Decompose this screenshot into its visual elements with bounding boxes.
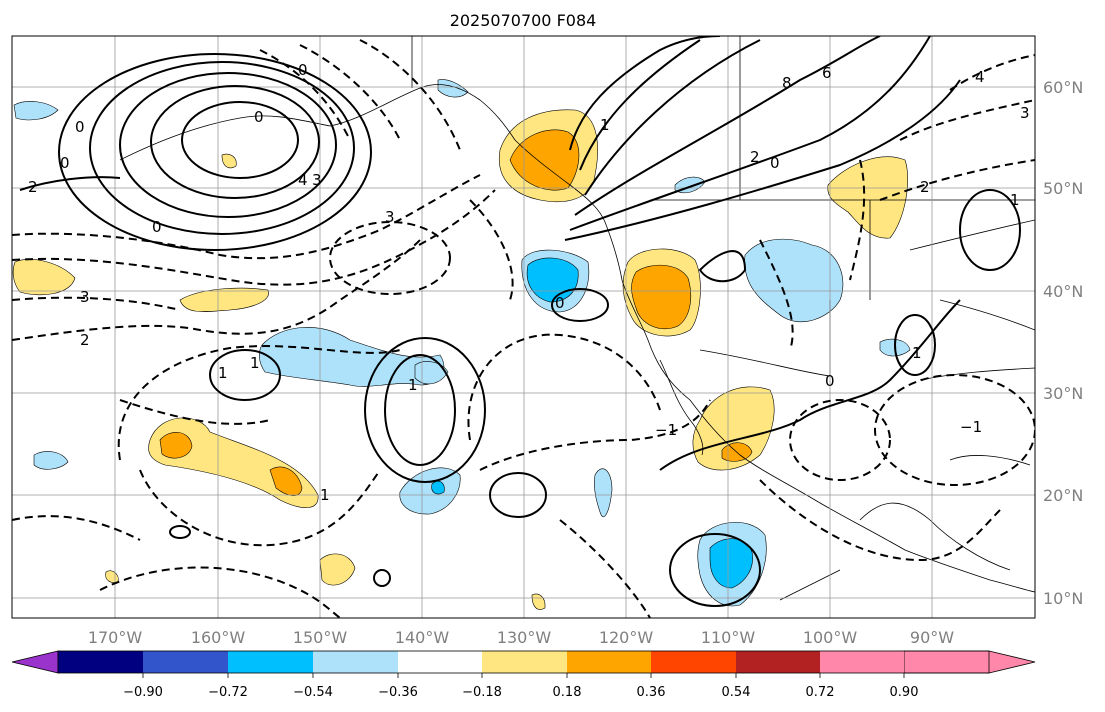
contour-label: 0 bbox=[825, 372, 835, 390]
gridlines bbox=[12, 36, 1035, 618]
negative-anomaly-area bbox=[13, 101, 59, 121]
lat-label: 40°N bbox=[1043, 282, 1083, 301]
lat-label: 30°N bbox=[1043, 384, 1083, 403]
colorbar-tick-label: −0.54 bbox=[293, 685, 333, 700]
lon-label: 130°W bbox=[497, 628, 552, 647]
contour-label: 1 bbox=[218, 364, 228, 382]
contour-label: 0 bbox=[152, 218, 162, 236]
contour-label: 2 bbox=[920, 178, 930, 196]
colorbar-bin bbox=[651, 651, 736, 673]
colorbar-extend-high bbox=[903, 650, 1036, 674]
negative-anomaly-core bbox=[431, 480, 445, 495]
negative-anomaly-area bbox=[744, 238, 844, 323]
contour-labels: 0 0 0 0 0 0 0 0 1 1 1 1 1 1 2 2 2 2 3 3 bbox=[28, 61, 1030, 504]
map-panel: 0 0 0 0 0 0 0 0 1 1 1 1 1 1 2 2 2 2 3 3 bbox=[11, 35, 1036, 619]
contour-label: 1 bbox=[320, 486, 330, 504]
positive-anomaly-area bbox=[12, 259, 76, 296]
negative-anomaly-area bbox=[594, 468, 613, 518]
colorbar-bin bbox=[228, 651, 313, 673]
colorbar-extend-low bbox=[11, 650, 59, 674]
lon-label: 140°W bbox=[395, 628, 450, 647]
colorbar-tick-label: −0.18 bbox=[462, 685, 502, 700]
colorbar-bin bbox=[820, 651, 904, 673]
colorbar-tick-label: 0.72 bbox=[806, 685, 835, 700]
negative-anomaly-core bbox=[709, 538, 753, 589]
contour-label: 1 bbox=[250, 354, 260, 372]
latitude-labels: 60°N 50°N 40°N 30°N 20°N 10°N bbox=[1043, 78, 1083, 608]
colorbar-bin bbox=[313, 651, 398, 673]
negative-anomaly-area bbox=[259, 326, 445, 387]
colorbar-bin bbox=[736, 651, 820, 673]
contour-label: 0 bbox=[75, 118, 85, 136]
contour-label: 6 bbox=[822, 64, 832, 82]
lon-label: 170°W bbox=[88, 628, 143, 647]
contour-label: 2 bbox=[80, 331, 90, 349]
lat-label: 60°N bbox=[1043, 78, 1083, 97]
map-title: 2025070700 F084 bbox=[450, 11, 597, 30]
contour-label: 4 bbox=[975, 68, 985, 86]
contour-label: 0 bbox=[254, 108, 264, 126]
negative-anomaly-area bbox=[399, 467, 461, 515]
lat-label: 20°N bbox=[1043, 486, 1083, 505]
contour-label: 4 bbox=[298, 171, 308, 189]
contour-label: −1 bbox=[655, 421, 677, 439]
contour-label: 1 bbox=[600, 116, 610, 134]
contour-label: 3 bbox=[385, 208, 395, 226]
contour-label: 0 bbox=[60, 154, 70, 172]
negative-anomaly-area bbox=[33, 451, 69, 470]
colorbar-bin bbox=[398, 651, 482, 673]
positive-anomaly-area bbox=[319, 553, 356, 586]
lat-label: 50°N bbox=[1043, 179, 1083, 198]
colorbar-tick-label: −0.72 bbox=[208, 685, 248, 700]
negative-anomaly-area bbox=[437, 79, 469, 98]
positive-anomaly-area bbox=[179, 287, 269, 312]
colorbar-tick-label: −0.90 bbox=[123, 685, 163, 700]
positive-anomaly-core bbox=[269, 466, 303, 496]
lon-label: 160°W bbox=[191, 628, 246, 647]
lon-label: 100°W bbox=[803, 628, 858, 647]
longitude-labels: 170°W 160°W 150°W 140°W 130°W 120°W 110°… bbox=[88, 628, 954, 647]
contour-label: 0 bbox=[770, 154, 780, 172]
colorbar-bin bbox=[567, 651, 651, 673]
colorbar-bin bbox=[143, 651, 228, 673]
colorbar-tick-label: 0.54 bbox=[722, 685, 751, 700]
positive-contours bbox=[19, 36, 1021, 607]
colorbar-tick-label: −0.36 bbox=[378, 685, 418, 700]
positive-anomaly-core bbox=[159, 432, 193, 459]
positive-anomaly-area bbox=[692, 386, 775, 471]
positive-anomaly-core bbox=[509, 129, 580, 191]
negative-contours bbox=[12, 39, 1035, 618]
positive-anomaly-area bbox=[827, 156, 908, 239]
contour-label: 3 bbox=[80, 288, 90, 306]
contour-label: 2 bbox=[28, 178, 38, 196]
contour-label: 1 bbox=[408, 376, 418, 394]
lat-label: 10°N bbox=[1043, 589, 1083, 608]
colorbar-tick-label: 0.90 bbox=[890, 685, 919, 700]
colorbar-bin bbox=[58, 651, 143, 673]
negative-anomaly-area bbox=[414, 361, 449, 385]
contour-label: 8 bbox=[782, 74, 792, 92]
contour-label: 2 bbox=[750, 148, 760, 166]
lon-label: 150°W bbox=[293, 628, 348, 647]
contour-label: 1 bbox=[1010, 191, 1020, 209]
positive-anomaly-area bbox=[221, 153, 237, 169]
contour-label: 0 bbox=[555, 294, 565, 312]
contour-label: 1 bbox=[912, 344, 922, 362]
contour-label: 0 bbox=[298, 61, 308, 79]
colorbar-bin bbox=[482, 651, 567, 673]
positive-anomaly-core bbox=[631, 264, 691, 330]
colorbar-tick-label: 0.36 bbox=[637, 685, 666, 700]
colorbar: −0.90 −0.72 −0.54 −0.36 −0.18 0.18 0.36 … bbox=[11, 650, 1036, 700]
lon-label: 110°W bbox=[701, 628, 756, 647]
lon-label: 120°W bbox=[599, 628, 654, 647]
colorbar-tick-label: 0.18 bbox=[553, 685, 582, 700]
contour-label: −1 bbox=[960, 418, 982, 436]
contour-label: 3 bbox=[1020, 104, 1030, 122]
contour-label: 3 bbox=[312, 171, 322, 189]
lon-label: 90°W bbox=[910, 628, 954, 647]
